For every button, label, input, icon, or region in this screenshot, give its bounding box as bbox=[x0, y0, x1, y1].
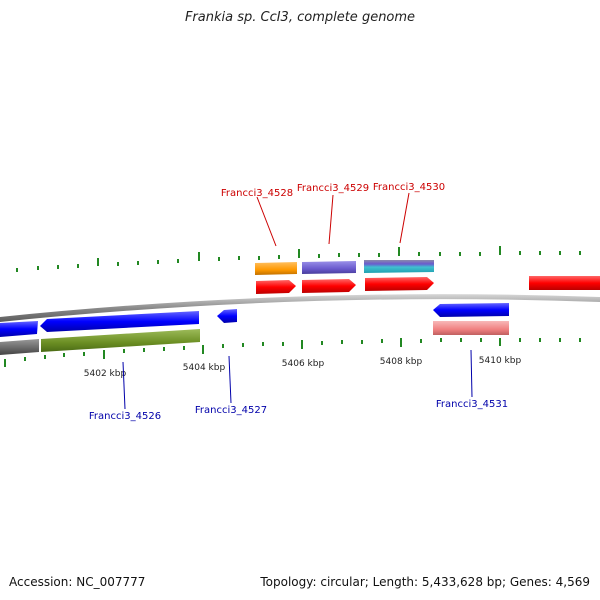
reverse-gene-4527[interactable] bbox=[217, 309, 237, 323]
tick-label-5408: 5408 kbp bbox=[380, 357, 423, 367]
forward-gene-labels: Francci3_4528 Francci3_4529 Francci3_453… bbox=[221, 182, 445, 247]
page-title: Frankia sp. CcI3, complete genome bbox=[184, 10, 416, 25]
leader-line-4530 bbox=[399, 192, 410, 244]
purple-feature bbox=[302, 261, 356, 274]
inner-tick-marks bbox=[4, 338, 581, 367]
reverse-gene-track bbox=[0, 303, 509, 337]
genome-backbone bbox=[0, 294, 600, 322]
reverse-gene-labels: Francci3_4526 Francci3_4527 Francci3_453… bbox=[89, 349, 508, 422]
gene-label-4530[interactable]: Francci3_4530 bbox=[373, 182, 445, 193]
forward-gene-4528[interactable] bbox=[256, 280, 296, 294]
forward-gene-track bbox=[256, 276, 600, 294]
tick-label-5406: 5406 kbp bbox=[282, 359, 325, 369]
reverse-gene-4531[interactable] bbox=[433, 303, 509, 317]
outer-feature-track bbox=[255, 260, 434, 275]
reverse-gene-4526[interactable] bbox=[40, 311, 199, 332]
pink-feature bbox=[433, 321, 509, 335]
leader-line-4526 bbox=[122, 361, 126, 410]
leader-line-4527 bbox=[228, 355, 232, 404]
forward-gene-right[interactable] bbox=[529, 276, 600, 290]
gene-label-4527[interactable]: Francci3_4527 bbox=[195, 405, 267, 416]
inner-feature-track bbox=[0, 321, 509, 355]
forward-gene-4530[interactable] bbox=[365, 277, 434, 291]
leader-line-4531 bbox=[470, 349, 473, 398]
gene-label-4529[interactable]: Francci3_4529 bbox=[297, 183, 369, 194]
forward-gene-4529[interactable] bbox=[302, 279, 356, 293]
orange-feature bbox=[255, 262, 297, 275]
mixed-feature bbox=[364, 260, 434, 273]
accession-text: Accession: NC_007777 bbox=[9, 575, 146, 589]
leader-line-4528 bbox=[256, 196, 277, 247]
gene-label-4531[interactable]: Francci3_4531 bbox=[436, 399, 508, 410]
reverse-gene-left[interactable] bbox=[0, 321, 38, 337]
tick-label-5404: 5404 kbp bbox=[183, 363, 226, 373]
tick-label-5410: 5410 kbp bbox=[479, 356, 522, 366]
olive-feature bbox=[41, 329, 200, 352]
gene-label-4528[interactable]: Francci3_4528 bbox=[221, 188, 293, 199]
gene-label-4526[interactable]: Francci3_4526 bbox=[89, 411, 161, 422]
axis-tick-labels: 5402 kbp 5404 kbp 5406 kbp 5408 kbp 5410… bbox=[84, 356, 522, 379]
genome-summary-text: Topology: circular; Length: 5,433,628 bp… bbox=[260, 575, 590, 589]
outer-tick-marks bbox=[16, 246, 581, 272]
leader-line-4529 bbox=[328, 194, 334, 245]
gray-feature bbox=[0, 339, 39, 355]
tick-label-5402: 5402 kbp bbox=[84, 369, 127, 379]
